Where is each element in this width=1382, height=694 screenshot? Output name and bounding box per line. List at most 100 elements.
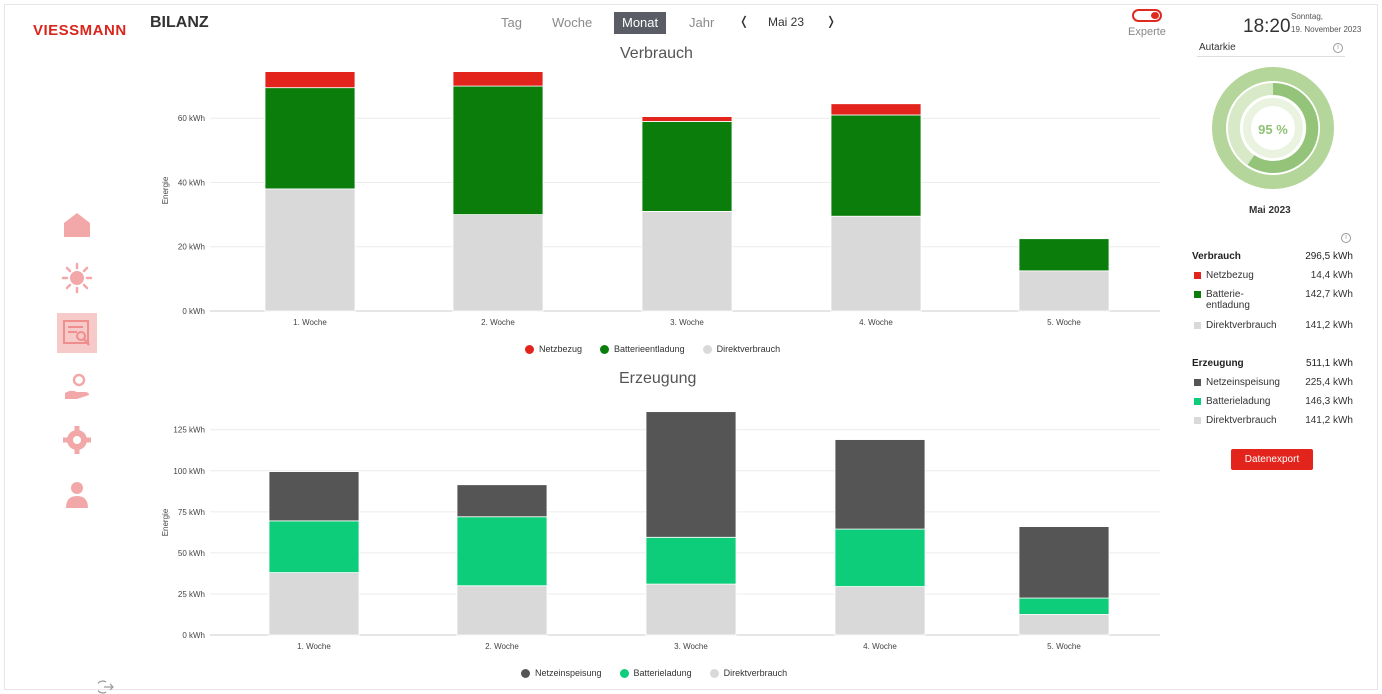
summary-label: Batterieladung	[1206, 396, 1271, 407]
bar-batterieladung	[645, 536, 737, 585]
datenexport-button[interactable]: Datenexport	[1231, 449, 1313, 470]
y-tick-label: 40 kWh	[178, 178, 205, 187]
bar-batterieentladung	[641, 121, 733, 212]
legend-item[interactable]: Netzbezug	[525, 344, 582, 354]
bar-netzbezug	[264, 71, 356, 89]
legend-item[interactable]: Batterieentladung	[600, 344, 685, 354]
hand-coin-icon	[65, 373, 89, 399]
summary-erzeugung-title: Erzeugung	[1192, 358, 1244, 369]
chevron-left-icon[interactable]: ❬	[739, 14, 750, 28]
x-tick-label: 5. Woche	[1047, 318, 1081, 327]
bar-batterieladung	[456, 516, 548, 587]
expert-toggle[interactable]	[1132, 9, 1162, 22]
bar-batterieentladung	[264, 87, 356, 190]
y-axis-label: Energie	[161, 176, 170, 204]
summary-value: 14,4 kWh	[1310, 270, 1353, 281]
tab-jahr[interactable]: Jahr	[689, 15, 715, 30]
y-tick-label: 0 kWh	[182, 307, 205, 316]
y-tick-label: 20 kWh	[178, 243, 205, 252]
chart-title-verbrauch: Verbrauch	[620, 45, 693, 62]
sidebar-item-production[interactable]	[57, 258, 97, 298]
legend-label: Direktverbrauch	[716, 344, 781, 354]
legend-label: Batterieladung	[633, 668, 692, 678]
x-tick-label: 4. Woche	[863, 642, 897, 651]
legend-label: Direktverbrauch	[723, 668, 788, 678]
y-tick-label: 60 kWh	[178, 114, 205, 123]
logout-icon[interactable]	[98, 680, 114, 694]
tab-woche[interactable]: Woche	[552, 15, 593, 30]
clock-date: 19. November 2023	[1291, 25, 1362, 34]
summary-erzeugung-total: 511,1 kWh	[1305, 358, 1353, 369]
bar-direktverbrauch	[264, 188, 356, 312]
legend-dot	[709, 668, 719, 678]
legend-item[interactable]: Batterieladung	[619, 668, 692, 678]
bar-direktverbrauch	[834, 586, 926, 636]
chevron-right-icon[interactable]: ❭	[826, 14, 837, 28]
sidebar-item-home[interactable]	[57, 205, 97, 245]
bar-netzbezug	[830, 103, 922, 116]
sidebar-item-tariff[interactable]	[57, 367, 97, 407]
bar-batterieentladung	[1018, 238, 1110, 272]
page-title: BILANZ	[150, 14, 209, 31]
gear-icon	[63, 426, 91, 454]
summary-row-netzeinspeisung: Netzeinspeisung	[1194, 377, 1280, 388]
erzeugung-chart: 0 kWh 25 kWh 50 kWh 75 kWh 100 kWh 125 kWh Ene…	[161, 411, 1160, 651]
verbrauch-chart: 0 kWh 20 kWh 40 kWh 60 kWh Energie 1. Woche 2.…	[161, 71, 1160, 327]
sidebar-item-profile[interactable]	[57, 474, 97, 514]
x-tick-label: 3. Woche	[674, 642, 708, 651]
summary-verbrauch-title: Verbrauch	[1192, 251, 1241, 262]
info-icon[interactable]: i	[1341, 233, 1351, 243]
x-tick-label: 1. Woche	[297, 642, 331, 651]
legend-label: Netzbezug	[539, 344, 583, 354]
bar-batterieladung	[268, 520, 360, 573]
legend-item[interactable]: Netzeinspeisung	[521, 668, 602, 678]
summary-row-netzbezug: Netzbezug	[1194, 270, 1254, 281]
bar-direktverbrauch	[830, 215, 922, 312]
clock-day: Sonntag,	[1291, 12, 1324, 21]
info-icon[interactable]: i	[1333, 43, 1343, 53]
summary-value: 142,7 kWh	[1305, 289, 1353, 300]
y-tick-label: 100 kWh	[173, 467, 205, 476]
chart-title-erzeugung: Erzeugung	[619, 370, 697, 387]
bar-netzbezug	[452, 71, 544, 87]
y-axis-label: Energie	[161, 508, 170, 536]
summary-value: 225,4 kWh	[1305, 377, 1353, 388]
summary-label: Direktverbrauch	[1206, 415, 1277, 426]
legend-square	[1194, 322, 1201, 329]
sun-icon	[61, 262, 93, 294]
tab-monat[interactable]: Monat	[614, 12, 667, 34]
legend-dot	[521, 668, 530, 678]
legend-dot	[600, 344, 610, 354]
autarkie-period: Mai 2023	[1249, 205, 1291, 216]
legend-item[interactable]: Direktverbrauch	[709, 668, 788, 678]
erzeugung-legend: Netzeinspeisung Batterieladung Direktverbr…	[521, 668, 787, 678]
summary-row-batterieladung: Batterieladung	[1194, 396, 1271, 407]
sidebar-item-settings[interactable]	[57, 420, 97, 460]
summary-label: Netzeinspeisung	[1206, 377, 1280, 388]
expert-toggle-label: Experte	[1128, 26, 1166, 38]
y-tick-label: 0 kWh	[182, 631, 205, 640]
y-tick-label: 25 kWh	[178, 590, 205, 599]
x-tick-label: 4. Woche	[859, 318, 893, 327]
tab-tag[interactable]: Tag	[501, 15, 522, 30]
bar-direktverbrauch	[641, 210, 733, 312]
legend-dot	[525, 344, 534, 354]
legend-item[interactable]: Direktverbrauch	[702, 344, 781, 354]
summary-label: Batterie-entladung	[1206, 289, 1250, 311]
x-tick-label: 3. Woche	[670, 318, 704, 327]
bar-netzbezug	[641, 116, 733, 122]
y-tick-label: 75 kWh	[178, 508, 205, 517]
bar-direktverbrauch	[645, 583, 737, 636]
bar-netzeinspeisung	[645, 411, 737, 538]
legend-square	[1194, 398, 1201, 405]
y-tick-label: 125 kWh	[173, 426, 205, 435]
legend-label: Netzeinspeisung	[535, 668, 602, 678]
sidebar-item-bilanz[interactable]	[57, 313, 97, 353]
bar-direktverbrauch	[268, 572, 360, 636]
period-date: Mai 23	[768, 15, 805, 29]
x-tick-label: 5. Woche	[1047, 642, 1081, 651]
bar-direktverbrauch	[1018, 270, 1110, 312]
summary-label: Direktverbrauch	[1206, 320, 1277, 331]
bar-netzeinspeisung	[834, 439, 926, 530]
bar-direktverbrauch	[1018, 614, 1110, 636]
